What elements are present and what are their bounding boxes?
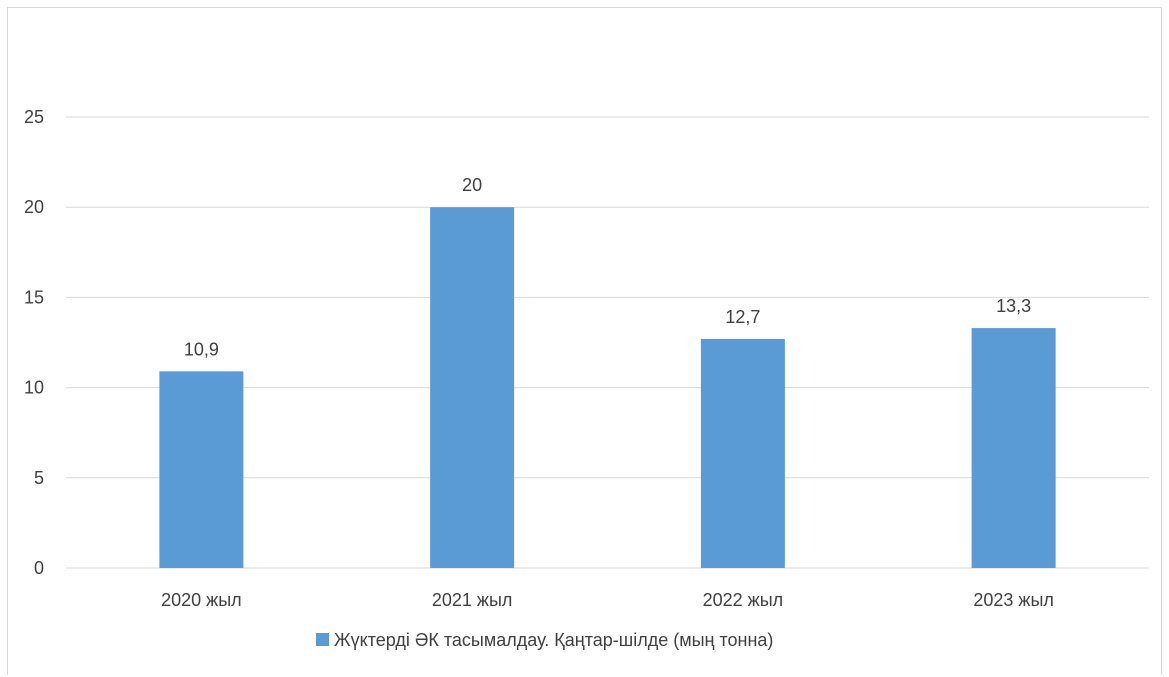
data-label: 12,7 [725, 307, 760, 327]
x-tick-label: 2023 жыл [973, 590, 1054, 610]
legend-label: Жүктерді ӘК тасымалдау. Қаңтар-шілде (мы… [334, 630, 773, 650]
y-axis-ticks: 0 5 10 15 20 25 [24, 107, 44, 578]
y-tick-label: 25 [24, 107, 44, 127]
data-label: 20 [462, 175, 482, 195]
x-tick-label: 2020 жыл [161, 590, 242, 610]
legend-swatch [316, 633, 329, 646]
bars [159, 207, 1056, 568]
y-tick-label: 0 [34, 558, 44, 578]
x-tick-label: 2021 жыл [432, 590, 513, 610]
x-tick-label: 2022 жыл [703, 590, 784, 610]
data-label: 10,9 [184, 339, 219, 359]
x-axis-labels: 2020 жыл 2021 жыл 2022 жыл 2023 жыл [161, 590, 1054, 610]
gridlines [66, 116, 1149, 569]
y-tick-label: 15 [24, 287, 44, 307]
bar [971, 328, 1056, 568]
bar [700, 338, 785, 568]
legend: Жүктерді ӘК тасымалдау. Қаңтар-шілде (мы… [316, 630, 773, 650]
data-labels: 10,9 20 12,7 13,3 [184, 175, 1031, 359]
chart-frame [7, 7, 1162, 675]
y-tick-label: 20 [24, 197, 44, 217]
y-tick-label: 5 [34, 468, 44, 488]
bar [430, 207, 515, 568]
data-label: 13,3 [996, 296, 1031, 316]
y-tick-label: 10 [24, 378, 44, 398]
bar [159, 371, 244, 568]
